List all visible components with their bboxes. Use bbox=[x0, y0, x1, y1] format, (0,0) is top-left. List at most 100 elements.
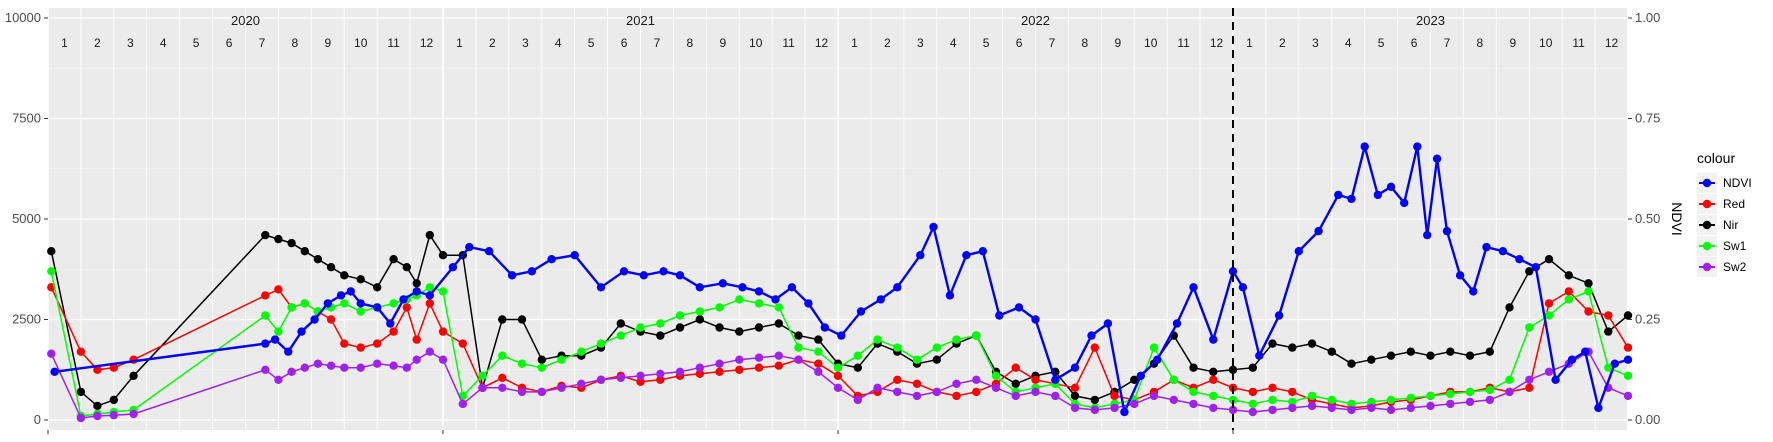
data-point-ndvi bbox=[1531, 263, 1541, 272]
data-point-sw2 bbox=[300, 363, 309, 372]
data-point-red bbox=[1090, 343, 1100, 352]
y-left-tick-label: 2500 bbox=[12, 312, 41, 327]
data-point-sw1 bbox=[912, 355, 922, 364]
data-point-red bbox=[735, 365, 744, 374]
data-point-nir bbox=[932, 355, 941, 364]
data-point-ndvi bbox=[373, 303, 382, 312]
data-point-nir bbox=[1367, 355, 1376, 364]
data-point-nir bbox=[1426, 351, 1435, 360]
data-point-nir bbox=[1070, 391, 1080, 401]
data-point-sw2 bbox=[287, 367, 296, 376]
data-point-red bbox=[1544, 299, 1554, 308]
y-right-tick-label: 1.00 bbox=[1635, 10, 1660, 25]
data-point-sw2 bbox=[313, 359, 323, 368]
data-point-sw2 bbox=[1347, 405, 1356, 415]
data-point-ndvi bbox=[1189, 283, 1198, 292]
data-point-sw1 bbox=[1327, 395, 1337, 405]
year-label: 2023 bbox=[1416, 13, 1445, 28]
data-point-nir bbox=[1386, 351, 1396, 360]
data-point-ndvi bbox=[893, 283, 902, 292]
month-label: 12 bbox=[815, 36, 829, 50]
data-point-ndvi bbox=[1442, 226, 1452, 236]
data-point-sw1 bbox=[1584, 287, 1593, 296]
legend-label-sw2: Sw2 bbox=[1723, 260, 1747, 274]
data-point-sw2 bbox=[1011, 391, 1020, 401]
data-point-ndvi bbox=[484, 247, 494, 256]
data-point-sw1 bbox=[517, 359, 527, 368]
data-point-nir bbox=[356, 275, 365, 284]
data-point-ndvi bbox=[1610, 359, 1620, 368]
data-point-sw2 bbox=[1248, 407, 1258, 417]
data-point-sw2 bbox=[912, 391, 922, 401]
data-point-ndvi bbox=[639, 271, 648, 280]
month-label: 7 bbox=[1049, 36, 1056, 50]
data-point-ndvi bbox=[1255, 351, 1264, 360]
data-point-sw2 bbox=[109, 411, 119, 420]
data-point-sw1 bbox=[972, 331, 981, 340]
data-point-sw1 bbox=[1169, 375, 1179, 384]
data-point-nir bbox=[1347, 359, 1356, 368]
data-point-sw1 bbox=[1307, 391, 1317, 401]
data-point-ndvi bbox=[1515, 255, 1524, 264]
data-point-sw2 bbox=[853, 395, 862, 405]
month-label: 2 bbox=[94, 36, 101, 50]
data-point-ndvi bbox=[1386, 182, 1396, 191]
data-point-red bbox=[412, 335, 421, 344]
data-point-sw1 bbox=[274, 327, 283, 336]
data-point-ndvi bbox=[596, 283, 606, 292]
year-strips: 2020 2021 2022 2023 bbox=[231, 13, 1445, 28]
month-label: 1 bbox=[61, 36, 68, 50]
data-point-sw2 bbox=[1110, 403, 1119, 413]
data-point-ndvi bbox=[738, 283, 747, 292]
data-point-sw1 bbox=[774, 303, 783, 312]
data-point-ndvi bbox=[346, 287, 355, 296]
data-point-sw1 bbox=[425, 283, 434, 292]
data-point-nir bbox=[715, 323, 724, 332]
month-label: 11 bbox=[387, 36, 400, 50]
data-point-ndvi bbox=[787, 283, 797, 292]
data-point-sw1 bbox=[47, 267, 56, 276]
data-point-sw1 bbox=[1505, 375, 1514, 384]
data-point-sw1 bbox=[261, 311, 270, 320]
data-point-red bbox=[1604, 311, 1613, 320]
data-point-nir bbox=[93, 401, 102, 411]
data-point-red bbox=[109, 363, 119, 372]
data-point-sw2 bbox=[695, 363, 704, 372]
data-point-sw2 bbox=[1090, 405, 1100, 415]
month-label: 5 bbox=[193, 36, 200, 50]
legend-key-point bbox=[1702, 178, 1712, 188]
month-label: 5 bbox=[588, 36, 595, 50]
data-point-sw2 bbox=[1307, 401, 1317, 411]
month-label: 3 bbox=[522, 36, 529, 50]
data-point-nir bbox=[1209, 367, 1218, 376]
data-point-sw2 bbox=[991, 383, 1001, 392]
data-point-ndvi bbox=[1136, 371, 1146, 380]
y-left-tick-label: 7500 bbox=[12, 111, 41, 126]
data-point-sw2 bbox=[537, 387, 546, 397]
data-point-sw1 bbox=[656, 319, 665, 328]
month-label: 8 bbox=[1082, 36, 1089, 50]
data-point-sw2 bbox=[326, 361, 336, 370]
data-point-ndvi bbox=[1347, 194, 1356, 204]
data-point-red bbox=[356, 343, 365, 352]
data-point-red bbox=[833, 371, 843, 380]
data-point-sw2 bbox=[356, 363, 365, 372]
data-point-sw2 bbox=[557, 383, 566, 392]
data-point-sw1 bbox=[1426, 391, 1435, 401]
data-point-red bbox=[1110, 391, 1119, 401]
legend-label-nir: Nir bbox=[1723, 218, 1738, 232]
data-point-sw1 bbox=[675, 311, 685, 320]
data-point-ndvi bbox=[527, 267, 537, 276]
data-point-nir bbox=[1090, 395, 1100, 405]
data-point-ndvi bbox=[916, 251, 925, 260]
month-label: 9 bbox=[719, 36, 726, 50]
data-point-ndvi bbox=[1400, 198, 1409, 208]
data-point-sw2 bbox=[129, 409, 138, 419]
data-point-nir bbox=[1130, 375, 1139, 384]
data-point-sw1 bbox=[1564, 295, 1574, 304]
data-point-sw1 bbox=[1288, 397, 1297, 407]
data-point-sw2 bbox=[952, 379, 961, 388]
data-point-sw1 bbox=[537, 363, 546, 372]
data-point-nir bbox=[1288, 343, 1297, 352]
data-point-nir bbox=[774, 319, 783, 328]
